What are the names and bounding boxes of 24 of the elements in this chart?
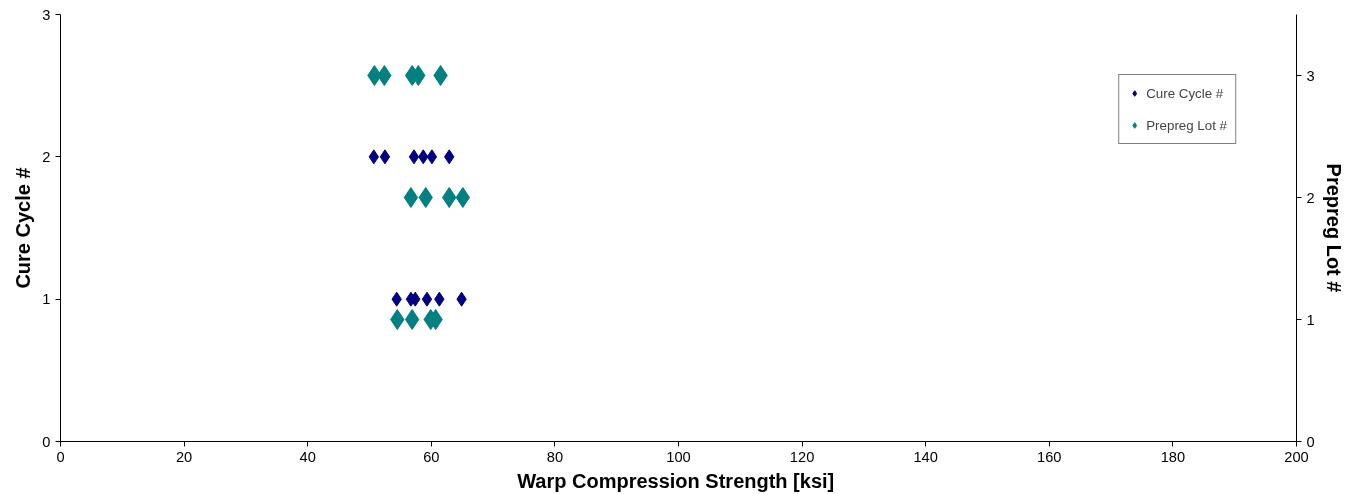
legend-label: Prepreg Lot # [1146,117,1227,133]
x-tick-label: 100 [666,448,691,465]
y-axis-title: Cure Cycle # [12,167,35,289]
y-tick-label: 2 [42,148,51,165]
y-tick-label: 1 [42,291,51,308]
y2-axis-title: Prepreg Lot # [1322,163,1345,293]
x-tick-label: 20 [175,448,193,465]
x-tick-label: 160 [1037,448,1062,465]
y2-tick-label: 1 [1306,311,1315,328]
x-tick-label: 120 [789,448,815,465]
x-tick-label: 60 [423,448,440,465]
x-tick-label: 180 [1160,448,1186,465]
x-tick-label: 140 [913,448,938,465]
x-tick-label: 0 [56,448,65,465]
y2-tick-label: 0 [1306,433,1315,450]
x-axis-title: Warp Compression Strength [ksi] [517,469,835,492]
y-tick-label: 0 [42,433,51,450]
x-tick-label: 40 [299,448,316,465]
y2-tick-label: 2 [1306,189,1315,206]
x-tick-label: 200 [1284,448,1309,465]
x-tick-label: 80 [546,448,564,465]
y2-tick-label: 3 [1306,67,1315,84]
legend-label: Cure Cycle # [1146,85,1224,101]
y-tick-label: 3 [42,6,51,23]
